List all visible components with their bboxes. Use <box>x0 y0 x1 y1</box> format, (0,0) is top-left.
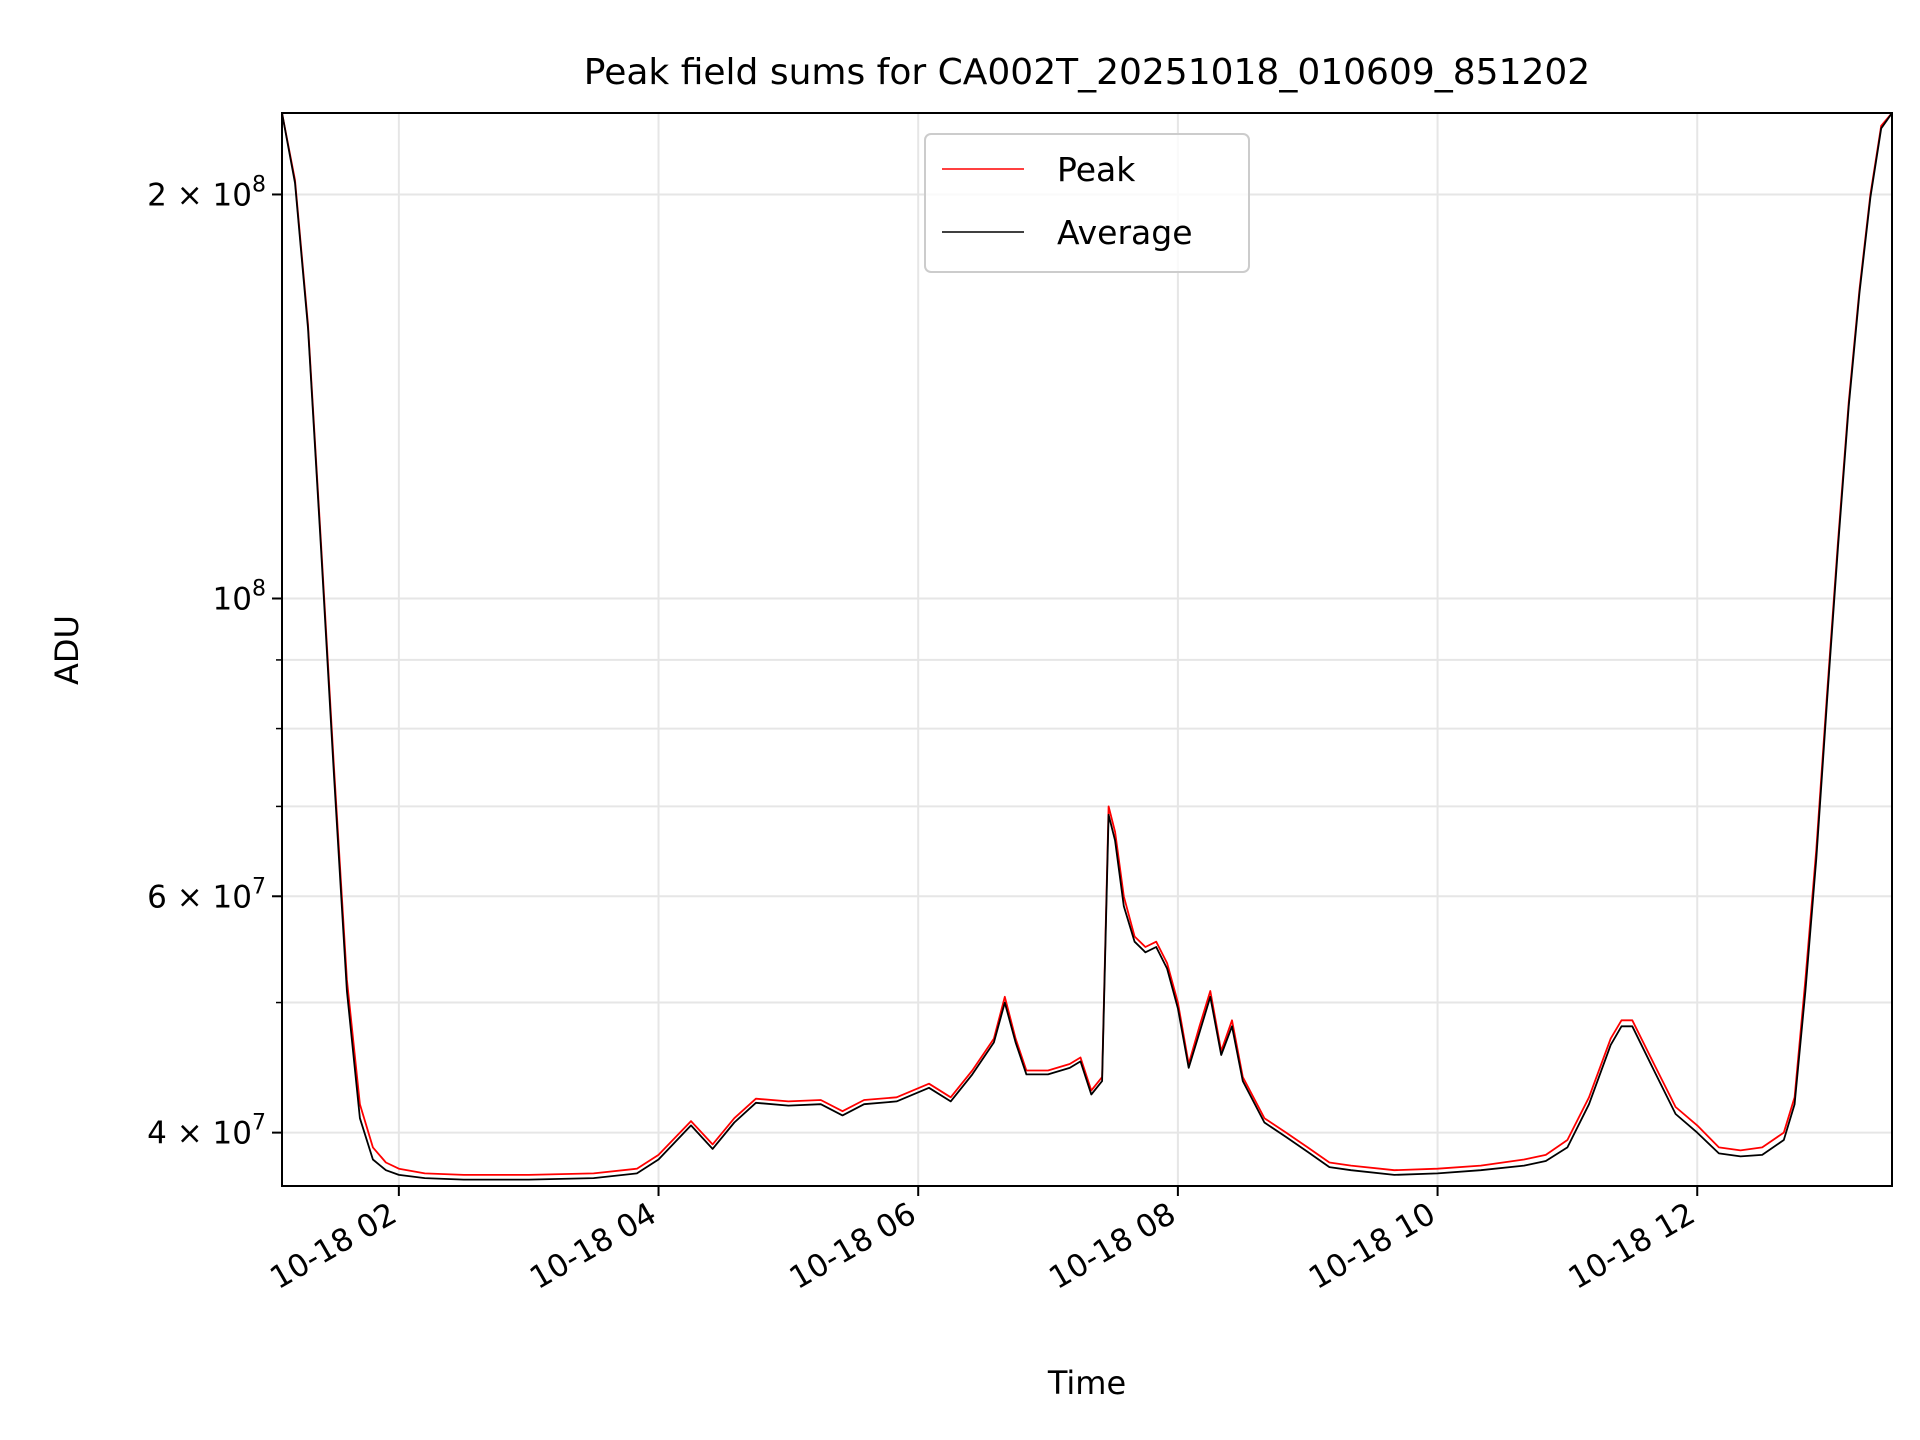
legend-average-label: Average <box>1057 213 1193 252</box>
y-tick-label: 108 <box>213 577 266 618</box>
legend-peak-label: Peak <box>1057 150 1136 189</box>
series-layer <box>282 113 1892 1181</box>
y-axis-label: ADU <box>48 615 86 685</box>
grid <box>282 113 1892 1186</box>
legend: Peak Average <box>924 133 1250 273</box>
x-axis-label: Time <box>1047 1364 1126 1402</box>
chart-title: Peak field sums for CA002T_20251018_0106… <box>584 52 1590 93</box>
y-axis: 4 × 107 6 × 107 108 2 × 108 <box>147 172 282 1152</box>
series-line-average <box>282 113 1892 1181</box>
plot-frame <box>281 112 1893 1187</box>
y-tick-label: 2 × 108 <box>147 172 266 213</box>
y-tick-label: 6 × 107 <box>147 874 266 915</box>
y-tick-label: 4 × 107 <box>147 1111 266 1152</box>
series-line-peak <box>282 113 1892 1176</box>
